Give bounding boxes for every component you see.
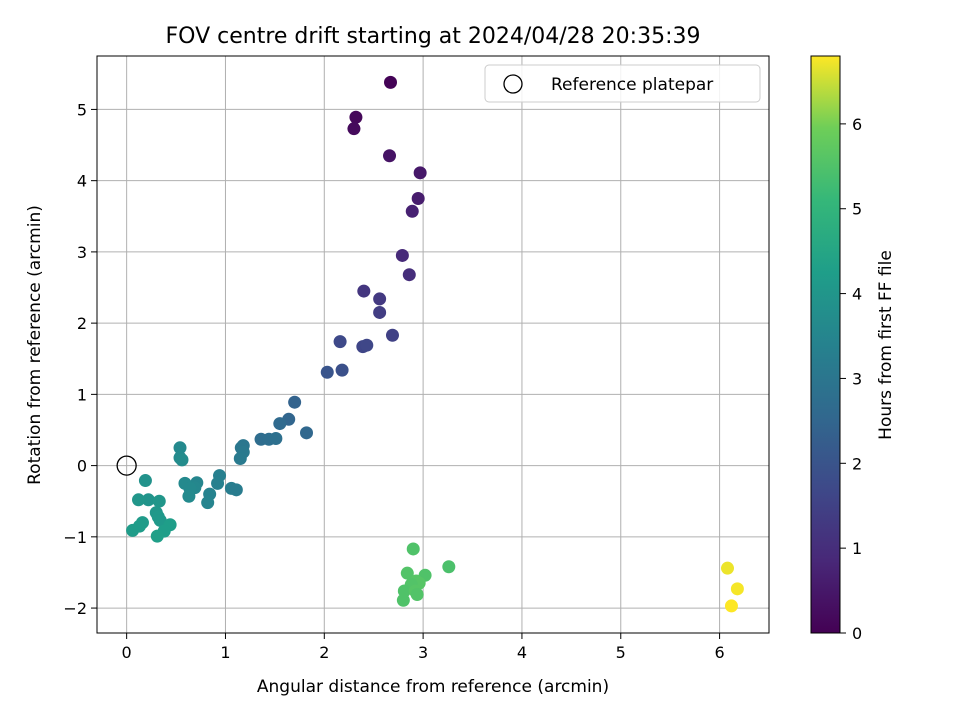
- data-point: [211, 476, 225, 490]
- data-point: [300, 426, 314, 440]
- x-axis-label: Angular distance from reference (arcmin): [257, 677, 609, 697]
- y-axis: −2 −1 0 1 2 3 4 5: [63, 100, 97, 618]
- data-point: [373, 292, 387, 306]
- data-point: [724, 599, 738, 613]
- data-point: [442, 560, 456, 574]
- data-point: [400, 566, 414, 580]
- legend: Reference platepar: [484, 64, 761, 103]
- data-point: [396, 593, 410, 607]
- data-point: [152, 494, 166, 508]
- y-tick-label: −1: [63, 528, 87, 547]
- colorbar-tick-label: 1: [852, 539, 862, 558]
- data-point: [410, 588, 424, 602]
- y-tick-label: 1: [77, 385, 87, 404]
- colorbar-tick-label: 2: [852, 454, 862, 473]
- colorbar-ticks: 0 1 2 3 4 5 6: [840, 115, 862, 643]
- colorbar-tick-label: 4: [852, 285, 862, 304]
- data-points: [126, 75, 744, 613]
- x-tick-label: 2: [319, 643, 329, 662]
- y-tick-label: 0: [77, 457, 87, 476]
- data-point: [173, 441, 187, 455]
- data-point: [357, 284, 371, 298]
- data-point: [141, 493, 155, 507]
- data-point: [405, 204, 419, 218]
- y-tick-label: 5: [77, 100, 87, 119]
- data-point: [720, 561, 734, 575]
- data-point: [233, 451, 247, 465]
- data-point: [384, 75, 398, 89]
- x-tick-label: 4: [517, 643, 527, 662]
- colorbar-tick-label: 0: [852, 624, 862, 643]
- x-axis: 0 1 2 3 4 5 6: [122, 633, 725, 662]
- y-tick-label: 4: [77, 172, 87, 191]
- data-point: [182, 489, 196, 503]
- reference-point: [116, 455, 137, 476]
- x-tick-label: 6: [714, 643, 724, 662]
- legend-marker: [503, 74, 523, 94]
- data-point: [395, 248, 409, 262]
- data-point: [269, 432, 283, 446]
- data-point: [126, 523, 140, 537]
- legend-label: Reference platepar: [551, 75, 713, 95]
- colorbar-label: Hours from first FF file: [876, 250, 896, 440]
- data-point: [411, 191, 425, 205]
- data-point: [175, 453, 189, 467]
- y-tick-label: 2: [77, 314, 87, 333]
- data-point: [273, 417, 287, 431]
- x-tick-label: 1: [220, 643, 230, 662]
- data-point: [320, 365, 334, 379]
- data-point: [132, 493, 146, 507]
- colorbar-tick-label: 5: [852, 200, 862, 219]
- reference-marker: [116, 455, 137, 476]
- plot-frame: [96, 55, 770, 634]
- grid: [97, 56, 769, 633]
- colorbar: 0 1 2 3 4 5 6 Hours from first FF file: [810, 55, 896, 643]
- x-tick-label: 3: [418, 643, 428, 662]
- chart-title: FOV centre drift starting at 2024/04/28 …: [166, 24, 701, 49]
- y-tick-label: −2: [63, 599, 87, 618]
- data-point: [347, 122, 361, 136]
- legend-box: [484, 64, 761, 103]
- data-point: [335, 363, 349, 377]
- data-point: [333, 335, 347, 349]
- data-point: [406, 542, 420, 556]
- data-point: [288, 395, 302, 409]
- x-tick-label: 0: [122, 643, 132, 662]
- data-point: [402, 268, 416, 282]
- data-point: [201, 496, 215, 510]
- data-point: [349, 110, 363, 124]
- data-point: [413, 166, 427, 180]
- colorbar-tick-label: 6: [852, 115, 862, 134]
- data-point: [385, 328, 399, 342]
- data-point: [383, 149, 397, 163]
- colorbar-gradient: [810, 55, 841, 634]
- x-tick-label: 5: [616, 643, 626, 662]
- data-point: [138, 474, 152, 488]
- data-point: [229, 483, 243, 497]
- data-point: [730, 582, 744, 596]
- y-axis-label: Rotation from reference (arcmin): [25, 205, 45, 485]
- y-tick-label: 3: [77, 243, 87, 262]
- data-point: [150, 529, 164, 543]
- data-point: [153, 513, 167, 527]
- data-point: [360, 338, 374, 352]
- data-point: [373, 305, 387, 319]
- colorbar-tick-label: 3: [852, 369, 862, 388]
